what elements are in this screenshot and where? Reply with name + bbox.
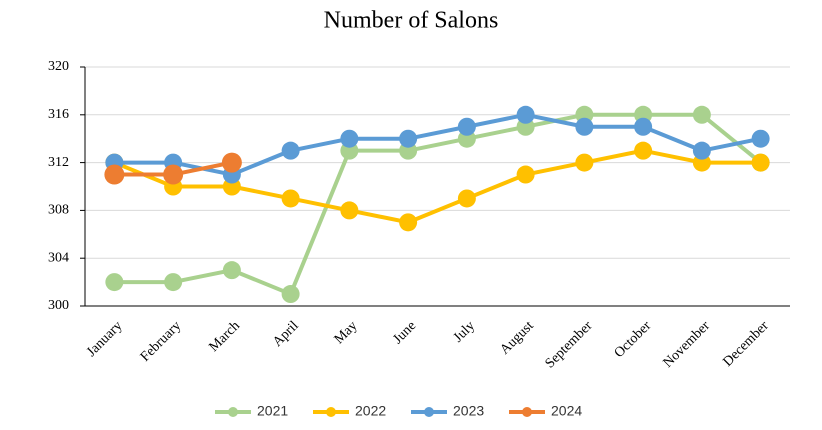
x-tick-label: June	[390, 318, 419, 347]
data-point	[634, 117, 653, 136]
data-point	[281, 285, 300, 304]
data-point	[575, 117, 594, 136]
x-tick-label: March	[207, 318, 243, 354]
x-tick-label: September	[543, 318, 596, 371]
legend-marker	[326, 407, 336, 417]
data-point	[105, 273, 124, 292]
y-tick-label: 304	[48, 250, 69, 265]
data-point	[399, 213, 418, 232]
x-tick-label: October	[612, 318, 655, 361]
series-line	[114, 112, 762, 177]
series-line	[113, 148, 761, 225]
data-point	[692, 105, 711, 124]
legend-label: 2024	[551, 403, 582, 419]
data-point	[634, 141, 653, 160]
legend-marker	[228, 407, 238, 417]
data-point	[399, 129, 418, 148]
data-point	[281, 141, 300, 160]
data-point	[575, 153, 594, 172]
y-tick-label: 308	[48, 203, 69, 218]
x-tick-label: December	[720, 318, 772, 370]
y-tick-label: 312	[48, 155, 69, 170]
legend-label: 2022	[355, 403, 386, 419]
data-point	[164, 273, 183, 292]
x-tick-label: July	[451, 318, 478, 345]
data-point	[221, 152, 242, 173]
series-line	[114, 112, 762, 297]
x-tick-label: April	[270, 318, 302, 350]
legend-marker	[522, 407, 532, 417]
data-point	[516, 165, 535, 184]
data-point	[281, 189, 300, 208]
chart-title: Number of Salons	[324, 8, 499, 34]
data-point	[340, 201, 359, 220]
y-tick-label: 320	[48, 59, 69, 74]
data-point	[692, 141, 711, 160]
data-point	[340, 129, 359, 148]
data-point	[163, 164, 184, 185]
legend-marker	[424, 407, 434, 417]
data-point	[516, 105, 535, 124]
data-point	[751, 153, 770, 172]
data-point	[457, 189, 476, 208]
legend-label: 2021	[257, 403, 288, 419]
data-point	[457, 117, 476, 136]
x-tick-label: May	[332, 318, 361, 347]
data-point	[222, 261, 241, 280]
x-tick-label: August	[498, 318, 537, 357]
legend-label: 2023	[453, 403, 484, 419]
data-point	[751, 129, 770, 148]
x-tick-label: January	[84, 318, 125, 359]
data-point	[104, 164, 125, 185]
y-tick-label: 300	[48, 298, 69, 313]
y-tick-label: 316	[48, 107, 69, 122]
x-tick-label: November	[661, 318, 714, 371]
x-tick-label: February	[138, 318, 184, 364]
